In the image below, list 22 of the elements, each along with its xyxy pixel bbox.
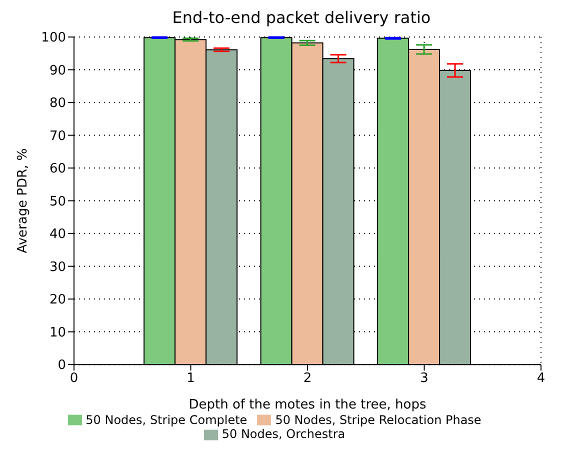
y-tick-label: 20 — [49, 292, 66, 308]
y-tick-label: 90 — [49, 63, 66, 78]
y-tick-label: 30 — [49, 260, 66, 275]
y-tick-label: 50 — [49, 194, 66, 210]
y-tick-label: 70 — [49, 128, 66, 144]
x-tick-label: 0 — [70, 370, 78, 386]
x-tick-label: 4 — [536, 370, 546, 386]
x-tick-label: 3 — [420, 370, 428, 386]
y-tick-label: 80 — [49, 96, 66, 112]
y-tick-label: 40 — [49, 227, 66, 242]
chart-title: End-to-end packet delivery ratio — [171, 8, 432, 27]
legend-label: 50 Nodes, Stripe Complete — [86, 412, 248, 427]
x-axis-title: Depth of the motes in the tree, hops — [188, 398, 427, 413]
y-tick-label: 100 — [41, 30, 66, 46]
y-tick-label: 0 — [58, 358, 66, 374]
y-tick-label: 10 — [49, 325, 66, 340]
y-axis-title: Average PDR, % — [16, 148, 31, 254]
x-tick-label: 1 — [186, 370, 195, 386]
x-tick-label: 2 — [303, 370, 312, 386]
y-tick-label: 60 — [49, 162, 66, 177]
legend-label: 50 Nodes, Stripe Relocation Phase — [275, 412, 482, 427]
legend-label: 50 Nodes, Orchestra — [222, 427, 346, 442]
